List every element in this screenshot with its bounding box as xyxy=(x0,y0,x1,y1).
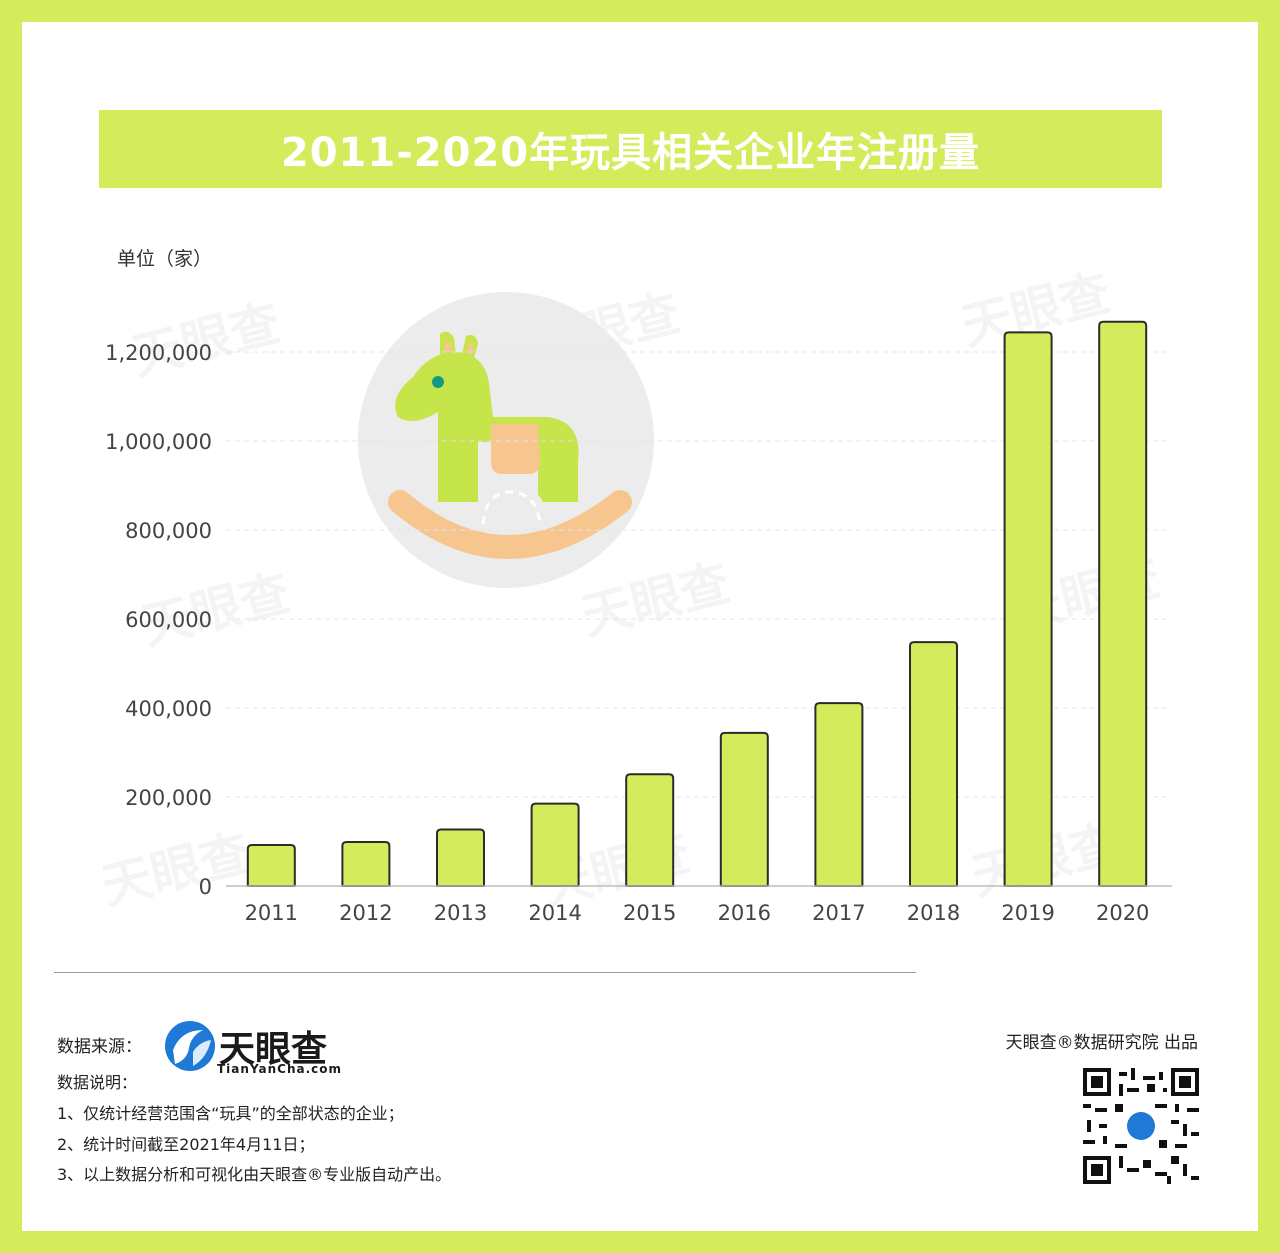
rocking-horse-illustration xyxy=(358,292,654,588)
x-tick-label: 2015 xyxy=(623,901,676,925)
y-tick-label: 600,000 xyxy=(125,608,212,632)
y-tick-label: 1,200,000 xyxy=(105,341,212,365)
bar-2017 xyxy=(814,702,864,887)
bar-2015 xyxy=(625,773,675,887)
logo-text: 天眼查 xyxy=(219,1029,328,1070)
bar-2013 xyxy=(436,828,485,887)
y-tick-label: 400,000 xyxy=(125,697,212,721)
producer-credit: 天眼查®数据研究院 出品 xyxy=(1005,1033,1198,1053)
tianyancha-logo: 天眼查 TianYanCha.com xyxy=(163,1018,363,1078)
notes-title: 数据说明： xyxy=(57,1073,138,1092)
bar-2014 xyxy=(530,802,580,887)
bar-2011 xyxy=(246,844,296,887)
footer-divider xyxy=(54,972,916,973)
bar-chart: 0 200,000 400,000 600,000 800,000 1,000,000 1,… xyxy=(105,320,1172,925)
unit-label: 单位（家） xyxy=(117,248,213,270)
x-tick-label: 2014 xyxy=(528,901,581,925)
y-tick-label: 0 xyxy=(199,875,212,899)
y-tick-label: 800,000 xyxy=(125,519,212,543)
bar-2012 xyxy=(341,840,391,887)
bar-2020 xyxy=(1098,320,1148,887)
bars xyxy=(246,320,1148,887)
note-item: 3、以上数据分析和可视化由天眼查®专业版自动产出。 xyxy=(57,1165,452,1184)
bar-2016 xyxy=(719,731,769,887)
x-tick-label: 2019 xyxy=(1001,901,1054,925)
x-tick-label: 2018 xyxy=(907,901,960,925)
gridlines xyxy=(226,351,1172,798)
title-banner: 2011-2020年玩具相关企业年注册量 xyxy=(99,110,1162,188)
logo-url: TianYanCha.com xyxy=(217,1062,343,1076)
y-axis-ticks: 0 200,000 400,000 600,000 800,000 1,000,000 1,… xyxy=(105,341,212,899)
bar-2019 xyxy=(1003,331,1053,887)
x-axis-ticks: 2011 2012 2013 2014 2015 2016 2017 2018 2019 2020 xyxy=(245,901,1150,925)
x-tick-label: 2020 xyxy=(1096,901,1149,925)
y-tick-label: 200,000 xyxy=(125,786,212,810)
source-label: 数据来源： xyxy=(57,1037,142,1057)
qr-code-icon xyxy=(1083,1068,1199,1184)
x-tick-label: 2017 xyxy=(812,901,865,925)
x-tick-label: 2011 xyxy=(245,901,298,925)
note-item: 2、统计时间截至2021年4月11日； xyxy=(57,1135,315,1154)
logo-icon xyxy=(165,1021,215,1071)
x-tick-label: 2013 xyxy=(434,901,487,925)
bar-2018 xyxy=(909,641,958,887)
y-tick-label: 1,000,000 xyxy=(105,430,212,454)
note-item: 1、仅统计经营范围含“玩具”的全部状态的企业； xyxy=(57,1104,404,1123)
chart-title: 2011-2020年玩具相关企业年注册量 xyxy=(280,130,981,176)
x-tick-label: 2016 xyxy=(718,901,771,925)
x-tick-label: 2012 xyxy=(339,901,392,925)
